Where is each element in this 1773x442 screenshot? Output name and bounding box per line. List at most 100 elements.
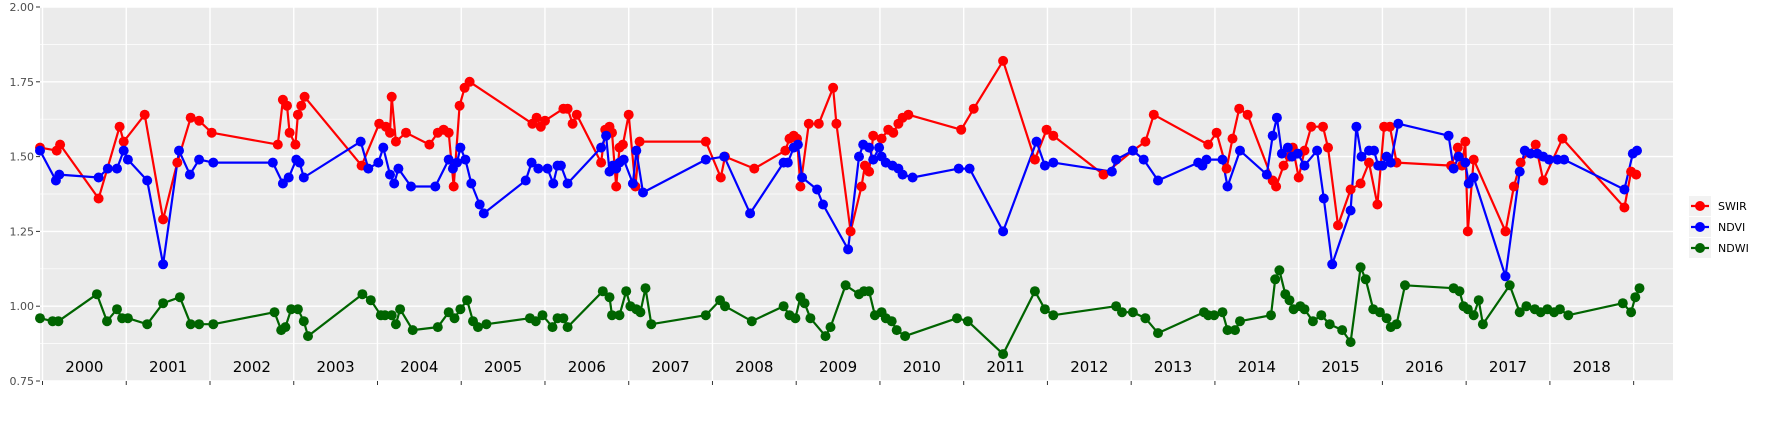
ndvi-data-point (998, 226, 1009, 237)
year-label: 2013 (1154, 358, 1192, 376)
ndvi-data-point (1235, 145, 1245, 156)
year-label: 2002 (233, 358, 271, 376)
year-label: 2017 (1489, 358, 1527, 376)
ndwi-data-point (390, 319, 401, 330)
ndwi-data-point (208, 319, 219, 330)
swir-data-point (206, 127, 217, 138)
swir-data-point (272, 139, 283, 150)
ndvi-data-point (1460, 157, 1471, 168)
ndvi-data-point (542, 163, 553, 174)
ndwi-data-point (122, 313, 133, 324)
ndwi-data-point (35, 313, 45, 324)
ndwi-data-point (1504, 280, 1515, 291)
ndvi-data-point (1345, 205, 1356, 216)
ndwi-data-point (407, 325, 418, 336)
swir-data-point (93, 193, 104, 204)
swir-data-point (795, 181, 806, 192)
ndwi-data-point (1324, 319, 1335, 330)
ndwi-data-point (1355, 262, 1366, 273)
ndwi-data-point (1209, 310, 1220, 321)
ndvi-data-point (1261, 169, 1272, 180)
ndvi-data-point (1138, 154, 1149, 165)
swir-data-point (448, 181, 459, 192)
ndvi-data-point (1351, 121, 1362, 132)
swir-data-point (540, 115, 550, 126)
ndwi-data-point (303, 331, 313, 342)
ndvi-data-point (1222, 181, 1233, 192)
ndwi-data-point (481, 319, 492, 330)
ndvi-data-point (460, 154, 471, 165)
ndvi-data-point (596, 142, 607, 153)
swir-data-point (1221, 163, 1232, 174)
ndwi-data-point (840, 280, 851, 291)
swir-data-point (172, 157, 183, 168)
ndvi-data-point (638, 187, 648, 198)
year-label: 2012 (1070, 358, 1108, 376)
ndvi-data-point (792, 139, 803, 150)
ndwi-data-point (194, 319, 205, 330)
swir-data-point (831, 118, 842, 129)
ndwi-data-point (1270, 274, 1281, 285)
year-label: 2014 (1238, 358, 1276, 376)
ndwi-data-point (1048, 310, 1059, 321)
ndwi-data-point (386, 310, 397, 321)
ndvi-data-point (93, 172, 104, 183)
ndvi-data-point (158, 259, 169, 270)
swir-data-point (1333, 220, 1343, 231)
ndvi-data-point (208, 157, 219, 168)
ndvi-data-point (466, 178, 477, 189)
year-label: 2016 (1405, 358, 1443, 376)
swir-data-point (571, 109, 582, 120)
minor-gridlines (40, 44, 1673, 344)
ndwi-data-point (700, 310, 711, 321)
ndvi-data-point (430, 181, 441, 192)
ndwi-data-point (1634, 283, 1645, 294)
ndvi-data-point (1267, 130, 1278, 141)
y-tick-label: 1.75 (10, 76, 35, 89)
swir-data-point (185, 112, 196, 123)
swir-data-point (617, 139, 628, 150)
ndwi-data-point (864, 286, 875, 297)
ndvi-data-point (1271, 112, 1282, 123)
swir-data-point (968, 103, 979, 114)
swir-data-point (1508, 181, 1519, 192)
ndvi-data-point (533, 163, 544, 174)
ndwi-data-point (530, 316, 541, 327)
ndvi-data-point (1153, 175, 1163, 186)
ndwi-data-point (646, 319, 657, 330)
ndvi-data-point (1453, 151, 1464, 162)
ndwi-data-point (365, 295, 376, 306)
swir-legend-marker (1695, 201, 1705, 211)
swir-data-point (1372, 199, 1383, 210)
ndwi-data-point (799, 298, 810, 309)
ndvi-data-point (1292, 148, 1303, 159)
swir-data-point (562, 103, 573, 114)
ndwi-data-point (1284, 295, 1295, 306)
ndwi-data-point (537, 310, 548, 321)
swir-data-point (1631, 169, 1642, 180)
ndvi-data-point (378, 142, 389, 153)
ndwi-data-point (825, 322, 836, 333)
ndvi-data-point (745, 208, 756, 219)
ndvi-data-point (1201, 154, 1212, 165)
ndvi-data-point (393, 163, 404, 174)
ndvi-data-point (298, 172, 309, 183)
ndwi-data-point (1345, 337, 1356, 348)
swir-data-point (531, 112, 542, 123)
swir-data-point (194, 115, 205, 126)
ndvi-data-point (294, 157, 305, 168)
swir-data-point (715, 172, 726, 183)
ndvi-data-point (1443, 130, 1454, 141)
swir-data-point (1355, 178, 1366, 189)
year-label: 2007 (651, 358, 689, 376)
ndvi-data-point (548, 178, 559, 189)
swir-data-point (386, 91, 397, 102)
ndvi-data-point (618, 154, 629, 165)
ndvi-data-point (1559, 154, 1570, 165)
ndvi-data-point (478, 208, 489, 219)
swir-data-point (1029, 154, 1040, 165)
ndvi-data-point (1377, 160, 1388, 171)
swir-data-point (803, 118, 814, 129)
year-label: 2018 (1573, 358, 1611, 376)
ndwi-data-point (1626, 307, 1637, 318)
